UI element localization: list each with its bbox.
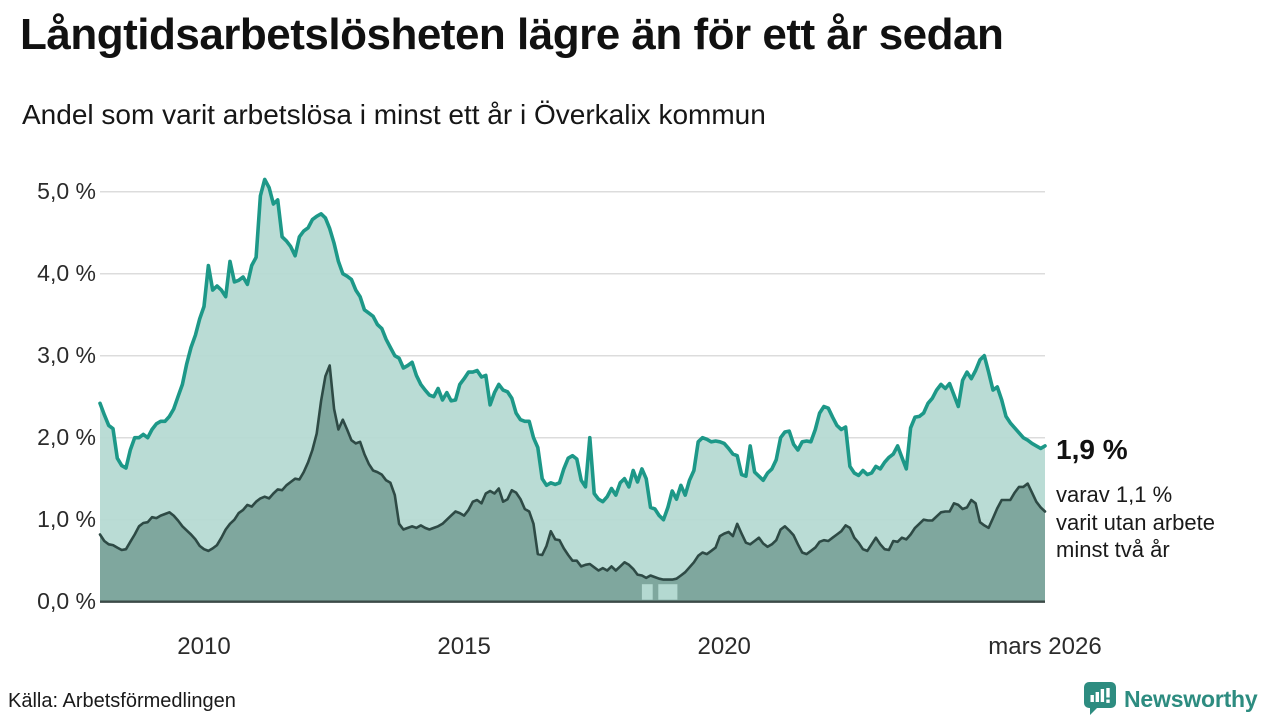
x-tick-label: 2015 bbox=[437, 633, 491, 660]
end-value-sublabel-line: varav 1,1 % bbox=[1056, 482, 1173, 507]
chart-subtitle: Andel som varit arbetslösa i minst ett å… bbox=[22, 99, 766, 130]
y-tick-label: 5,0 % bbox=[37, 178, 96, 205]
x-tick-label: mars 2026 bbox=[988, 633, 1102, 660]
end-value-sublabel-line: minst två år bbox=[1056, 537, 1170, 562]
newsworthy-icon bbox=[1084, 682, 1116, 715]
y-tick-label: 3,0 % bbox=[37, 342, 96, 369]
x-tick-label: 2020 bbox=[697, 633, 751, 660]
chart-title: Långtidsarbetslösheten lägre än för ett … bbox=[20, 10, 1004, 59]
x-tick-label: 2010 bbox=[177, 633, 231, 660]
missing-data-notch bbox=[658, 584, 678, 600]
end-value-label: 1,9 % bbox=[1056, 434, 1128, 465]
y-tick-label: 4,0 % bbox=[37, 260, 96, 287]
y-tick-label: 1,0 % bbox=[37, 506, 96, 533]
line-unemployed-2yr bbox=[98, 364, 1047, 581]
y-tick-label: 0,0 % bbox=[37, 588, 96, 615]
source-note: Källa: Arbetsförmedlingen bbox=[8, 690, 236, 712]
missing-data-notch bbox=[641, 584, 653, 600]
end-value-sublabel: varav 1,1 % varit utan arbete minst två år bbox=[1056, 481, 1215, 564]
y-tick-label: 2,0 % bbox=[37, 424, 96, 451]
newsworthy-logo: Newsworthy bbox=[1084, 682, 1258, 716]
end-value-sublabel-line: varit utan arbete bbox=[1056, 509, 1215, 535]
line-unemployed-1yr bbox=[98, 177, 1047, 522]
newsworthy-wordmark: Newsworthy bbox=[1124, 685, 1258, 712]
